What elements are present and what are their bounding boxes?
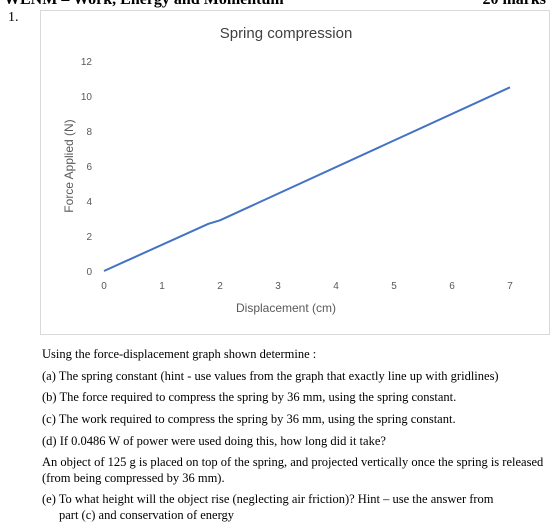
x-tick-label: 6: [449, 281, 455, 292]
x-tick-label: 7: [507, 281, 513, 292]
question-e-continued: part (c) and conservation of energy: [59, 508, 235, 522]
y-axis-label: Force Applied (N): [62, 119, 76, 212]
question-number: 1.: [8, 10, 19, 25]
x-tick-label: 1: [159, 281, 165, 292]
chart-container: Spring compression 0 2 4 6 8 10 12 0 1 2 3 4 5 6 7 Displ…: [40, 10, 550, 335]
object-description: An object of 125 g is placed on top of t…: [42, 455, 544, 485]
x-tick-label: 4: [333, 281, 339, 292]
marks-label: 20 marks: [482, 0, 546, 9]
chart-title: Spring compression: [220, 25, 353, 42]
x-tick-label: 2: [217, 281, 223, 292]
x-tick-label: 5: [391, 281, 397, 292]
question-a: (a) The spring constant (hint - use valu…: [42, 368, 499, 383]
x-tick-label: 0: [101, 281, 107, 292]
y-tick-label: 2: [86, 232, 92, 243]
y-tick-label: 12: [81, 57, 93, 68]
y-tick-label: 6: [86, 162, 92, 173]
question-b: (b) The force required to compress the s…: [42, 390, 457, 405]
question-text: Using the force-displacement graph shown…: [42, 347, 544, 530]
x-tick-label: 3: [275, 281, 281, 292]
page-header: WENM – Work, Energy and Momentum: [4, 0, 284, 9]
y-tick-label: 8: [86, 127, 92, 138]
question-d: (d) If 0.0486 W of power were used doing…: [42, 433, 386, 448]
y-tick-label: 4: [86, 197, 92, 208]
x-axis-label: Displacement (cm): [236, 301, 336, 315]
y-tick-label: 10: [81, 92, 93, 103]
intro-text: Using the force-displacement graph shown…: [42, 347, 317, 361]
question-c: (c) The work required to compress the sp…: [42, 411, 456, 426]
y-tick-label: 0: [86, 267, 92, 278]
data-series-line: [103, 86, 511, 272]
question-e: (e) To what height will the object rise …: [42, 492, 494, 507]
